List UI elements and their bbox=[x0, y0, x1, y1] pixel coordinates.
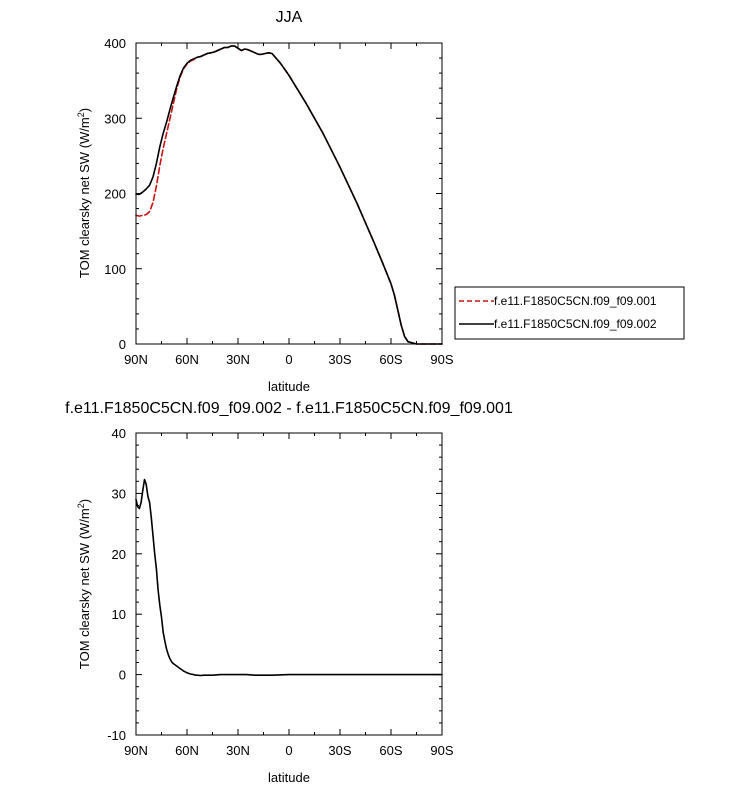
x-tick-label-30s: 30S bbox=[328, 743, 351, 758]
y-tick-label-40: 40 bbox=[112, 426, 126, 441]
bottom-plot-frame bbox=[135, 432, 443, 736]
top-plot-frame bbox=[135, 42, 443, 345]
x-tick-label-60n: 60N bbox=[175, 352, 199, 367]
x-tick-label-0: 0 bbox=[285, 352, 292, 367]
y-tick-label-0: 0 bbox=[119, 337, 126, 352]
bottom-y-tick-labels: -10 0 10 20 30 40 bbox=[107, 426, 126, 743]
y-tick-label-10: -10 bbox=[107, 728, 126, 743]
x-tick-label-0: 0 bbox=[285, 743, 292, 758]
x-tick-label-90n: 90N bbox=[124, 743, 148, 758]
legend-box bbox=[454, 286, 685, 340]
x-tick-label-90n: 90N bbox=[124, 352, 148, 367]
bottom-panel-title: f.e11.F1850C5CN.f09_f09.002 - f.e11.F185… bbox=[65, 400, 513, 417]
x-tick-label-30n: 30N bbox=[226, 352, 250, 367]
y-tick-label-0: 0 bbox=[119, 668, 126, 683]
top-y-axis-label: TOM clearsky net SW (W/m2) bbox=[76, 108, 92, 278]
x-tick-label-30s: 30S bbox=[328, 352, 351, 367]
series-line-f-e11-f1850c5cn-f09-f09-002 bbox=[135, 45, 443, 345]
bottom-x-tick-labels: 90N 60N 30N 0 30S 60S 90S bbox=[124, 743, 454, 758]
bottom-panel-ticks bbox=[135, 432, 443, 736]
y-tick-label-30: 30 bbox=[112, 486, 126, 501]
top-panel-series bbox=[135, 45, 443, 345]
y-tick-label-200: 200 bbox=[104, 187, 126, 202]
x-tick-label-90s: 90S bbox=[430, 352, 453, 367]
top-panel-ticks bbox=[135, 42, 443, 345]
x-tick-label-60s: 60S bbox=[379, 743, 402, 758]
y-tick-label-10: 10 bbox=[112, 607, 126, 622]
y-tick-label-400: 400 bbox=[104, 36, 126, 51]
x-tick-label-30n: 30N bbox=[226, 743, 250, 758]
bottom-panel: f.e11.F1850C5CN.f09_f09.002 - f.e11.F185… bbox=[65, 400, 513, 785]
top-panel: JJA 90N 60N 30N 0 30S 60S 90S 0 100 200 300 400 la… bbox=[76, 9, 685, 394]
x-tick-label-60n: 60N bbox=[175, 743, 199, 758]
legend: f.e11.F1850C5CN.f09_f09.001 f.e11.F1850C… bbox=[454, 286, 685, 340]
x-tick-label-60s: 60S bbox=[379, 352, 402, 367]
top-x-tick-labels: 90N 60N 30N 0 30S 60S 90S bbox=[124, 352, 454, 367]
y-tick-label-300: 300 bbox=[104, 111, 126, 126]
series-line-difference bbox=[135, 478, 443, 677]
bottom-panel-series bbox=[135, 478, 443, 677]
top-y-tick-labels: 0 100 200 300 400 bbox=[104, 36, 126, 352]
y-tick-label-20: 20 bbox=[112, 547, 126, 562]
legend-label-001: f.e11.F1850C5CN.f09_f09.001 bbox=[494, 294, 657, 308]
top-x-axis-label: latitude bbox=[268, 379, 310, 394]
bottom-y-axis-label: TOM clearsky net SW (W/m2) bbox=[76, 499, 92, 669]
legend-label-002: f.e11.F1850C5CN.f09_f09.002 bbox=[494, 317, 657, 331]
y-tick-label-100: 100 bbox=[104, 262, 126, 277]
x-tick-label-90s: 90S bbox=[430, 743, 453, 758]
top-panel-title: JJA bbox=[276, 9, 303, 26]
bottom-x-axis-label: latitude bbox=[268, 770, 310, 785]
